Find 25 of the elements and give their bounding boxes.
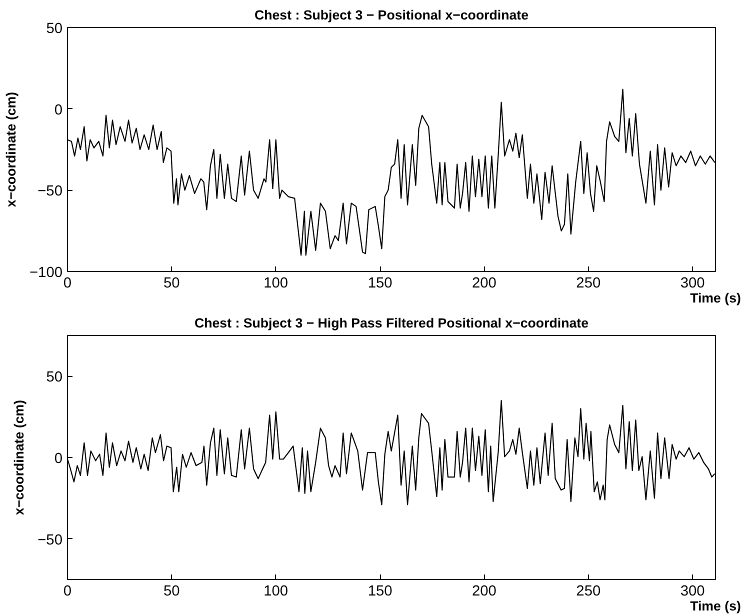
- x-axis-title: Time (s): [690, 290, 741, 306]
- x-tick-label: 250: [576, 584, 601, 600]
- y-tick-label: 0: [54, 451, 63, 467]
- y-tick-label: −100: [29, 265, 63, 281]
- y-tick-label: 50: [46, 21, 63, 37]
- x-tick-label: 300: [680, 276, 705, 292]
- y-tick-label: 50: [46, 370, 63, 386]
- x-tick-label: 50: [164, 276, 180, 292]
- x-tick-label: 100: [264, 276, 288, 292]
- y-axis-title: x−coordinate (cm): [3, 92, 18, 208]
- x-tick-label: 300: [680, 584, 705, 600]
- x-tick-label: 150: [368, 584, 392, 600]
- x-axis-title: Time (s): [690, 598, 741, 614]
- x-tick-label: 250: [576, 276, 601, 292]
- x-tick-label: 100: [264, 584, 288, 600]
- y-tick-label: −50: [38, 184, 63, 200]
- y-tick-label: 0: [54, 102, 63, 118]
- x-tick-label: 200: [472, 276, 496, 292]
- x-tick-label: 150: [368, 276, 392, 292]
- chart-title: Chest : Subject 3 − High Pass Filtered Positional x−coordinate: [194, 316, 589, 330]
- y-tick-label: −50: [38, 532, 63, 548]
- chart-title: Chest : Subject 3 − Positional x−coordinate: [254, 8, 529, 22]
- x-tick-label: 50: [164, 584, 180, 600]
- x-tick-label: 200: [472, 584, 496, 600]
- y-axis-title: x−coordinate (cm): [12, 400, 27, 516]
